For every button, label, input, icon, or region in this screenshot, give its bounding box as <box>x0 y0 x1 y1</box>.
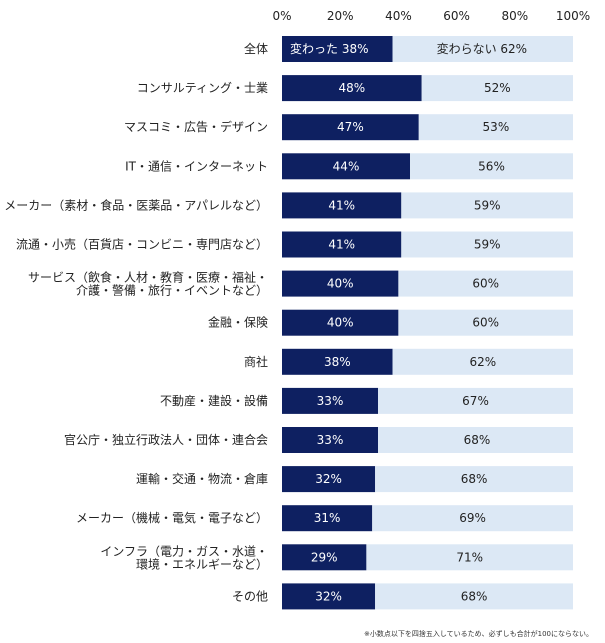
bar-unchanged <box>378 387 573 414</box>
value-label-changed: 31% <box>314 511 341 525</box>
bar-changed <box>282 36 393 62</box>
value-label-changed: 41% <box>328 198 355 212</box>
category-label: 流通・小売（百貨店・コンビニ・専門店など） <box>16 237 268 252</box>
bar-changed <box>282 466 376 493</box>
category-label: コンサルティング・士業 <box>137 81 268 95</box>
x-tick-label: 0% <box>272 9 291 23</box>
value-label-unchanged: 56% <box>478 159 505 173</box>
bar-unchanged <box>392 36 573 62</box>
x-tick-label: 80% <box>501 9 528 23</box>
bar-unchanged <box>410 153 573 180</box>
value-label-unchanged: 59% <box>474 198 501 212</box>
bar-changed <box>282 309 399 336</box>
bar-unchanged <box>375 466 573 493</box>
x-tick-label: 100% <box>556 9 590 23</box>
bar-changed <box>282 192 402 219</box>
value-label-changed: 44% <box>333 159 360 173</box>
category-label: メーカー（機械・電気・電子など） <box>76 510 268 525</box>
category-label: その他 <box>232 589 268 603</box>
bar-unchanged <box>372 505 573 532</box>
category-label: メーカー（素材・食品・医薬品・アパレルなど） <box>4 197 268 212</box>
value-label-unchanged: 68% <box>461 589 488 603</box>
bar-unchanged <box>378 427 573 453</box>
value-label-changed: 32% <box>315 472 342 486</box>
value-label-unchanged: 60% <box>472 316 499 330</box>
category-label-line: 介護・警備・旅行・イベントなど） <box>76 283 268 298</box>
value-label-changed: 38% <box>324 355 351 369</box>
value-label-changed: 41% <box>328 238 355 252</box>
bar-changed <box>282 348 393 375</box>
category-label-line: 環境・エネルギーなど） <box>136 556 268 571</box>
category-label: 金融・保険 <box>208 315 268 330</box>
bar-changed <box>282 114 419 141</box>
footnote: ※小数点以下を四捨五入しているため、必ずしも合計が100にならない。 <box>363 630 593 638</box>
category-label-line: インフラ（電力・ガス・水道・ <box>100 544 268 558</box>
value-label-changed: 47% <box>337 120 364 134</box>
category-label-line: サービス（飲食・人材・教育・医療・福祉・ <box>28 270 268 285</box>
bar-unchanged <box>375 583 573 610</box>
category-label: インフラ（電力・ガス・水道・環境・エネルギーなど） <box>100 544 268 571</box>
value-label-unchanged: 53% <box>483 120 510 134</box>
bar-unchanged <box>401 231 573 258</box>
bar-unchanged <box>401 192 573 219</box>
bar-changed <box>282 427 379 453</box>
bar-unchanged <box>366 544 573 571</box>
value-label-unchanged: 67% <box>462 394 489 408</box>
value-label-unchanged: 60% <box>472 277 499 291</box>
bar-changed <box>282 505 373 532</box>
bar-changed <box>282 270 399 297</box>
category-label: 全体 <box>244 41 268 56</box>
value-label-changed: 40% <box>327 277 354 291</box>
category-label: 商社 <box>244 354 268 369</box>
category-label: マスコミ・広告・デザイン <box>124 119 268 134</box>
bar-changed <box>282 387 379 414</box>
value-label-unchanged: 52% <box>484 81 511 95</box>
value-label-unchanged: 71% <box>456 550 483 564</box>
bar-changed <box>282 544 367 571</box>
x-tick-label: 20% <box>327 9 354 23</box>
bar-unchanged <box>418 114 573 141</box>
value-label-unchanged: 68% <box>464 433 491 447</box>
x-tick-label: 40% <box>385 9 412 23</box>
bar-changed <box>282 75 422 102</box>
bar-changed <box>282 231 402 258</box>
bar-unchanged <box>392 348 573 375</box>
value-label-unchanged: 69% <box>459 511 486 525</box>
bar-unchanged <box>398 309 573 336</box>
value-label-changed: 33% <box>317 433 344 447</box>
bar-changed <box>282 153 411 180</box>
category-label: 運輸・交通・物流・倉庫 <box>136 471 268 486</box>
value-label-changed: 29% <box>311 550 338 564</box>
value-label-unchanged: 62% <box>469 355 496 369</box>
value-label-changed: 33% <box>317 394 344 408</box>
value-label-unchanged: 変わらない 62% <box>437 41 527 56</box>
value-label-changed: 40% <box>327 316 354 330</box>
bar-changed <box>282 583 376 610</box>
value-label-unchanged: 59% <box>474 238 501 252</box>
category-label: サービス（飲食・人材・教育・医療・福祉・介護・警備・旅行・イベントなど） <box>28 270 268 298</box>
category-label: IT・通信・インターネット <box>125 159 268 173</box>
value-label-changed: 32% <box>315 589 342 603</box>
value-label-changed: 48% <box>339 81 366 95</box>
category-label: 不動産・建設・設備 <box>160 393 268 408</box>
value-label-changed: 変わった 38% <box>290 41 369 56</box>
value-label-unchanged: 68% <box>461 472 488 486</box>
bar-unchanged <box>421 75 573 102</box>
category-label: 官公庁・独立行政法人・団体・連合会 <box>64 432 268 447</box>
bar-unchanged <box>398 270 573 297</box>
x-tick-label: 60% <box>443 9 470 23</box>
